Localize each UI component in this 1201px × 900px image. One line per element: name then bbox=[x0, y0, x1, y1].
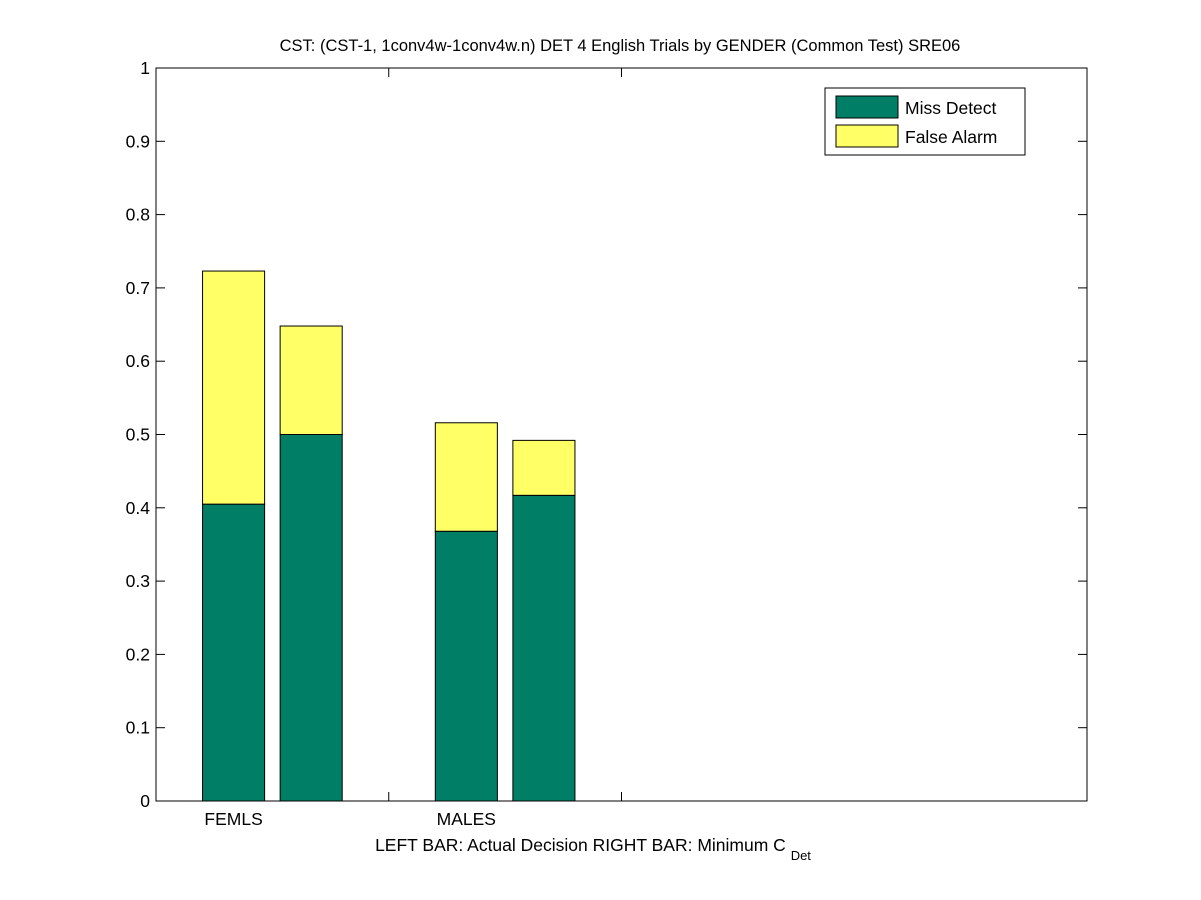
bar-femls-left-false-alarm bbox=[202, 270, 266, 505]
y-tick-label: 0.6 bbox=[126, 351, 150, 371]
y-tick-label: 0.1 bbox=[126, 718, 150, 738]
bars-layer bbox=[202, 270, 576, 802]
bar-femls-right-miss-detect bbox=[279, 434, 343, 802]
y-tick-label: 1 bbox=[140, 58, 150, 78]
y-axis: 0 0.1 0.2 0.3 0.4 0.5 0.6 0.7 0.8 0.9 1 bbox=[126, 58, 1087, 811]
x-axis-label-subscript: Det bbox=[791, 848, 812, 863]
bar-males-left-miss-detect bbox=[434, 530, 498, 802]
legend-label-miss-detect: Miss Detect bbox=[905, 98, 997, 118]
y-tick-label: 0 bbox=[140, 791, 150, 811]
bar-males-left-false-alarm bbox=[434, 422, 498, 532]
x-tick-label-males: MALES bbox=[437, 809, 496, 829]
y-tick-label: 0.2 bbox=[126, 644, 150, 664]
x-axis-label-right: RIGHT BAR: Minimum C bbox=[593, 835, 786, 855]
bar-males-right-miss-detect bbox=[512, 494, 576, 802]
legend-label-false-alarm: False Alarm bbox=[905, 127, 997, 147]
legend-swatch-false-alarm bbox=[835, 124, 899, 148]
legend-swatch-miss-detect bbox=[835, 95, 899, 119]
x-axis: FEMLS MALES bbox=[204, 68, 622, 829]
y-tick-label: 0.8 bbox=[126, 205, 150, 225]
x-tick-label-femls: FEMLS bbox=[204, 809, 262, 829]
bar-femls-right-false-alarm bbox=[279, 325, 343, 435]
y-tick-label: 0.7 bbox=[126, 278, 150, 298]
x-axis-label-left: LEFT BAR: Actual Decision bbox=[375, 835, 588, 855]
chart-title: CST: (CST-1, 1conv4w-1conv4w.n) DET 4 En… bbox=[280, 37, 961, 55]
bar-males-right-false-alarm bbox=[512, 439, 576, 496]
y-tick-label: 0.3 bbox=[126, 571, 150, 591]
legend: Miss Detect False Alarm bbox=[824, 87, 1026, 156]
y-tick-label: 0.4 bbox=[126, 498, 151, 518]
bar-femls-left-miss-detect bbox=[202, 503, 266, 802]
y-tick-label: 0.9 bbox=[126, 131, 150, 151]
x-axis-label: LEFT BAR: Actual Decision RIGHT BAR: Min… bbox=[375, 835, 811, 863]
y-tick-label: 0.5 bbox=[126, 425, 150, 445]
